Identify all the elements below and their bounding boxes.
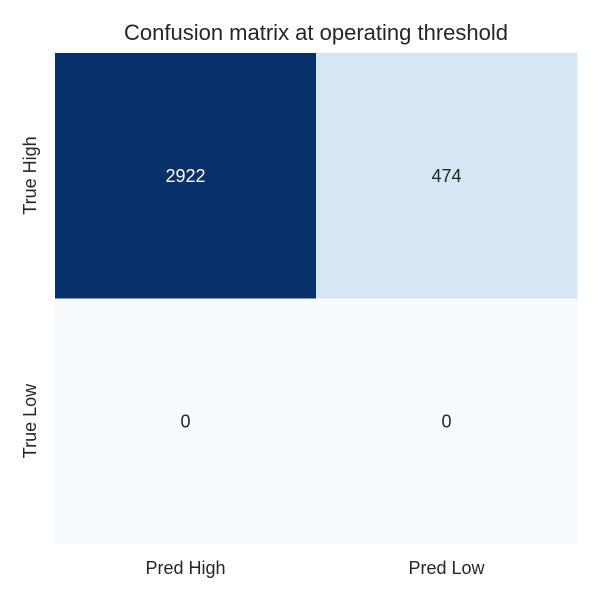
heatmap-cell-1-0: [55, 298, 317, 545]
x-tick-label-1: Pred Low: [408, 558, 485, 578]
cell-value-label-0-1: 474: [431, 166, 461, 186]
heatmap-cell-0-0: [55, 53, 317, 299]
y-tick-label-1: True Low: [20, 383, 40, 458]
heatmap-cell-0-1: [316, 53, 578, 299]
x-tick-label-0: Pred High: [145, 558, 225, 578]
cell-value-label-1-0: 0: [180, 411, 190, 431]
heatmap-cell-1-1: [316, 298, 578, 545]
cell-value-label-1-1: 0: [441, 411, 451, 431]
chart-title: Confusion matrix at operating threshold: [124, 20, 508, 45]
cell-value-label-0-0: 2922: [165, 166, 205, 186]
y-tick-label-0: True High: [20, 136, 40, 214]
